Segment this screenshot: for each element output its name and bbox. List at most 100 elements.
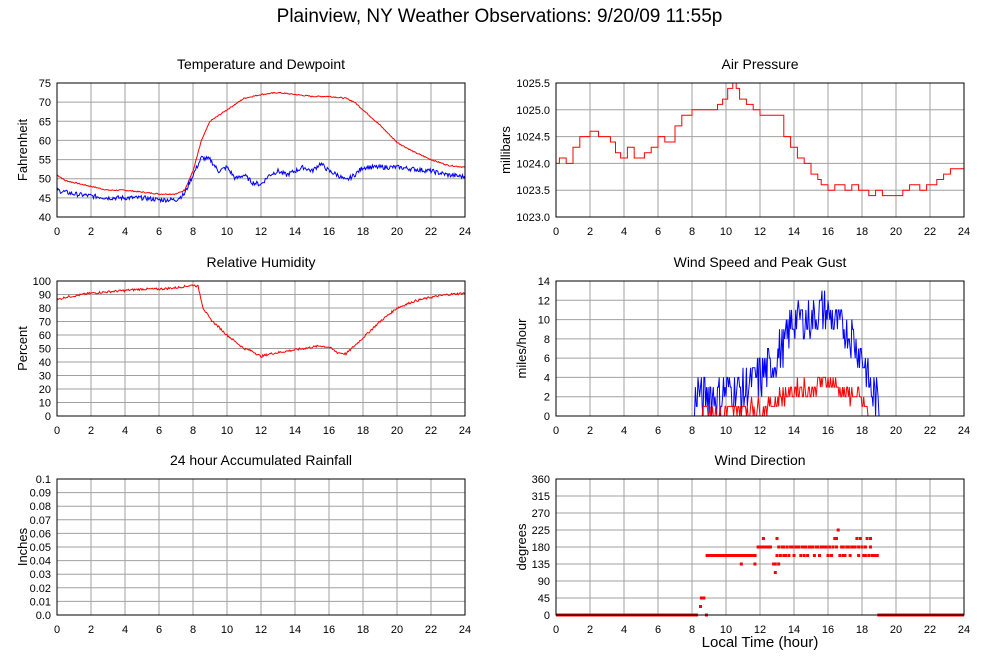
rain-x-tick-label: 8	[190, 624, 196, 636]
wind-y-tick-label: 0	[544, 411, 550, 423]
direction-point	[784, 554, 787, 557]
pressure-y-axis-label: millibars	[498, 126, 513, 174]
pressure-y-tick-label: 1025.5	[516, 78, 550, 90]
pressure-y-tick-label: 1023.0	[516, 212, 550, 224]
temp-x-tick-label: 8	[190, 226, 196, 238]
direction-point	[804, 545, 808, 549]
rain-x-tick-label: 16	[323, 624, 335, 636]
direction-point	[777, 545, 781, 549]
direction-point	[814, 545, 818, 549]
wind-y-tick-label: 4	[544, 372, 550, 384]
humidity-x-tick-label: 18	[357, 425, 369, 437]
wind-y-tick-label: 8	[544, 334, 550, 346]
pressure-y-tick-label: 1024.5	[516, 132, 550, 144]
direction-point	[739, 562, 743, 566]
direction-plot-frame	[555, 478, 965, 616]
pressure-y-tick-label: 1025.0	[516, 105, 550, 117]
direction-point	[807, 545, 811, 549]
humidity-chart-title: Relative Humidity	[207, 254, 316, 270]
wind-x-tick-label: 10	[720, 425, 732, 437]
pressure-x-tick-label: 2	[587, 226, 593, 238]
direction-y-axis-label: degrees	[514, 523, 529, 570]
rain-x-tick-label: 6	[156, 624, 162, 636]
wind-y-axis-label: miles/hour	[514, 318, 529, 379]
direction-point	[702, 596, 706, 600]
direction-point	[780, 545, 784, 549]
direction-point	[869, 537, 872, 540]
temp-x-tick-label: 18	[357, 226, 369, 238]
rain-y-tick-label: 0.02	[30, 583, 51, 595]
rain-x-tick-label: 24	[459, 624, 471, 636]
direction-point	[772, 562, 776, 566]
temp-x-tick-label: 2	[88, 226, 94, 238]
wind-x-tick-label: 12	[754, 425, 766, 437]
direction-point	[753, 562, 757, 566]
direction-point	[826, 554, 830, 557]
pressure-x-tick-label: 22	[924, 226, 936, 238]
direction-point	[787, 554, 791, 557]
wind-x-tick-label: 2	[587, 425, 593, 437]
rain-y-tick-label: 0.06	[30, 528, 51, 540]
direction-point	[857, 554, 861, 557]
wind-x-tick-label: 8	[689, 425, 695, 437]
direction-point	[773, 562, 777, 566]
direction-y-tick-label: 360	[532, 474, 550, 486]
direction-point	[829, 554, 833, 557]
direction-point	[824, 545, 828, 549]
direction-x-tick-label: 0	[553, 624, 559, 636]
direction-point	[862, 554, 866, 557]
pressure-x-tick-label: 24	[958, 226, 970, 238]
direction-point	[855, 537, 859, 540]
temp-y-tick-label: 60	[39, 135, 51, 147]
rain-x-tick-label: 0	[54, 624, 60, 636]
direction-y-tick-label: 135	[532, 559, 550, 571]
direction-x-tick-label: 20	[890, 624, 902, 636]
direction-point	[806, 554, 810, 557]
pressure-x-tick-label: 14	[788, 226, 800, 238]
humidity-y-axis-label: Percent	[15, 326, 30, 371]
direction-point	[863, 554, 867, 557]
direction-point	[863, 545, 867, 549]
wind-x-tick-label: 16	[822, 425, 834, 437]
temp-y-tick-label: 65	[39, 116, 51, 128]
direction-point	[823, 545, 827, 549]
direction-point	[797, 545, 801, 549]
direction-point	[809, 545, 813, 549]
direction-point	[840, 545, 844, 549]
temp-series-line-red	[56, 91, 466, 196]
temp-y-tick-label: 55	[39, 155, 51, 167]
direction-point	[816, 545, 820, 549]
direction-chart-title: Wind Direction	[714, 452, 805, 468]
direction-x-tick-label: 24	[958, 624, 970, 636]
direction-point	[870, 554, 874, 557]
pressure-x-tick-label: 4	[621, 226, 627, 238]
temp-x-tick-label: 16	[323, 226, 335, 238]
wind-y-tick-label: 6	[544, 353, 550, 365]
direction-point	[841, 545, 845, 549]
direction-point	[777, 562, 781, 566]
direction-y-tick-label: 315	[532, 491, 550, 503]
pressure-x-tick-label: 8	[689, 226, 695, 238]
temp-x-tick-label: 24	[459, 226, 471, 238]
rain-x-tick-label: 14	[289, 624, 301, 636]
direction-point	[699, 605, 702, 608]
humidity-x-tick-label: 12	[255, 425, 267, 437]
humidity-plot-frame	[56, 280, 466, 417]
direction-point	[812, 554, 816, 557]
humidity-y-tick-label: 80	[39, 303, 51, 315]
direction-x-tick-label: 12	[754, 624, 766, 636]
direction-point	[775, 554, 779, 557]
direction-point	[768, 545, 772, 549]
rain-y-tick-label: 0.03	[30, 569, 51, 581]
direction-point	[835, 545, 838, 549]
temp-x-tick-label: 20	[391, 226, 403, 238]
direction-point	[778, 554, 782, 557]
pressure-chart-title: Air Pressure	[721, 56, 798, 72]
direction-point	[845, 545, 849, 549]
humidity-x-tick-label: 22	[425, 425, 437, 437]
direction-point	[838, 554, 842, 557]
rain-x-tick-label: 4	[122, 624, 128, 636]
